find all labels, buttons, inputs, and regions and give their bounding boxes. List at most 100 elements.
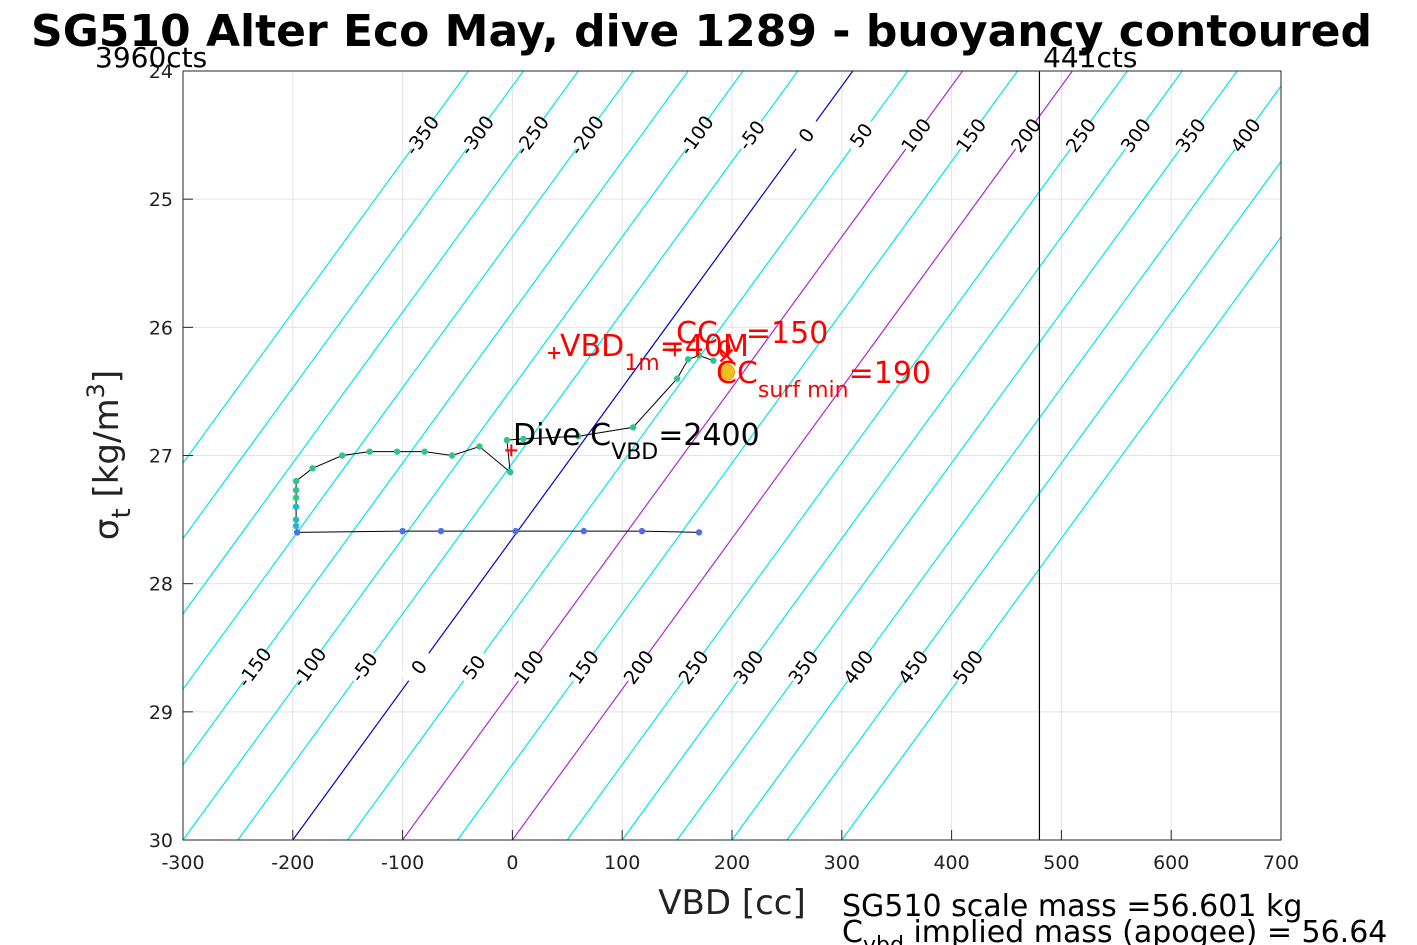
annotation-cc-surf-main: CC [716, 356, 758, 391]
contour-label-upper-bg [677, 114, 716, 156]
annotation-vbd-1m-main: VBD [560, 329, 624, 364]
y-tick-label: 26 [149, 317, 173, 339]
contour-label-upper-bg [512, 114, 551, 156]
series-point [292, 503, 300, 510]
series-point [421, 448, 428, 455]
annotation-vbd-1m: VBD1m=40M [560, 329, 749, 376]
marker-plus [505, 444, 518, 457]
series-point [638, 527, 646, 535]
series-point [399, 527, 406, 535]
series-point [293, 529, 301, 536]
contour-line [292, 71, 854, 840]
series-point [393, 448, 401, 455]
x-tick-label: 300 [824, 852, 860, 874]
series-line [295, 506, 298, 533]
x-tick-label: -100 [381, 852, 424, 874]
series-point [503, 436, 511, 444]
contour-label-lower-bg [454, 646, 493, 688]
contour-label-lower-bg [399, 646, 438, 688]
contour-label-lower-bg [619, 646, 658, 688]
x-tick-label: 100 [604, 852, 640, 874]
annotation-cc0-main: CC [676, 316, 718, 351]
counts-label-left: 3960cts [95, 41, 207, 74]
contour-line [786, 160, 1281, 840]
contour-label-lower-bg [674, 646, 713, 688]
series-point [575, 433, 582, 440]
series-point [309, 465, 316, 472]
contour-labels: -350 -300 -250 -200 -100 -50 0 50 100 150 200 250 30… [233, 112, 1265, 692]
contour-line [457, 71, 1018, 840]
series-point [292, 516, 300, 523]
contour-label-upper-bg [897, 114, 935, 156]
footer-implied-mass: Cvbd implied mass (apogee) = 56.64 [842, 915, 1387, 945]
buoyancy-contours [183, 71, 1281, 840]
contour-line [676, 71, 1238, 840]
x-tick-label: 600 [1153, 852, 1189, 874]
y-tick-label: 27 [149, 446, 173, 468]
y-tick-label: 28 [149, 574, 173, 596]
series-point [292, 522, 300, 530]
y-axis-label-sup: 3 [82, 383, 110, 398]
series-point [476, 443, 483, 450]
contour-line [566, 71, 1128, 840]
y-tick-label: 24 [149, 61, 173, 83]
contour-label-upper-bg [402, 114, 441, 156]
marker-plus [548, 346, 561, 359]
contour-label-lower-bg [839, 646, 877, 688]
contour-line [347, 71, 909, 840]
y-tick-label: 25 [149, 189, 173, 211]
annotation-cc-surf-sub: surf min [758, 378, 849, 403]
grid [183, 71, 1281, 840]
contour-label-upper-bg [1226, 114, 1265, 156]
footer-implied-mass-rest: implied mass (apogee) = 56.64 [904, 915, 1388, 945]
contour-label-upper-bg [842, 114, 880, 156]
x-tick-label: -300 [161, 852, 204, 874]
annotation-cc0: CC0 =150 [676, 316, 828, 363]
y-axis-label-text: σt [kg/m3] [82, 370, 137, 540]
contour-label-lower-bg [344, 646, 383, 688]
contour-label-lower-bg [729, 646, 768, 688]
series-point [684, 356, 692, 363]
contour-label-upper-bg [1006, 114, 1045, 156]
contour-line [731, 85, 1281, 840]
annotation-dive-value: =2400 [658, 418, 759, 453]
contour-label-lower-bg [893, 646, 932, 688]
contour-line [237, 71, 799, 840]
annotation-cc0-sub: 0 [718, 338, 732, 363]
annotation-dive-main: Dive C [513, 418, 611, 453]
contour-label-upper-bg [1171, 114, 1210, 156]
marker-circle [718, 363, 736, 381]
series-point [339, 452, 346, 459]
series-point [710, 357, 717, 364]
x-axis-label: VBD [cc] [658, 883, 806, 923]
y-axis-label: σt [kg/m3] [82, 370, 137, 540]
annotation-vbd-1m-value: =40M [660, 329, 749, 364]
series-point [695, 529, 703, 536]
contour-line [183, 71, 744, 840]
footer-scale-mass: SG510 scale mass =56.601 kg [842, 889, 1302, 924]
contour-line [402, 71, 964, 840]
chart-title: SG510 Alter Eco May, dive 1289 - buoyanc… [31, 6, 1372, 57]
x-tick-label: 700 [1263, 852, 1299, 874]
y-tick-label: 29 [149, 702, 173, 724]
series-point [673, 375, 681, 382]
series-point [629, 424, 637, 431]
contour-line [183, 71, 689, 766]
x-tick-label: 500 [1043, 852, 1079, 874]
contour-label-lower-bg [564, 646, 603, 688]
series-point [695, 352, 703, 359]
marker-cross [719, 348, 734, 363]
series-line [295, 354, 714, 507]
annotation-dive-cvbd: Dive CVBD=2400 [513, 418, 760, 465]
series-point [507, 468, 514, 476]
markers [505, 344, 736, 457]
contour-label-upper-bg [951, 114, 990, 156]
footer-implied-mass-sub: vbd [863, 933, 904, 945]
annotation-dive-sub: VBD [611, 440, 658, 465]
contour-label-lower-bg [235, 646, 273, 688]
axis-ticks: -300 -200 -100 0 100 200 300 400 500 600 700242526… [149, 61, 1299, 874]
x-tick-label: 0 [506, 852, 518, 874]
contour-line [511, 71, 1073, 840]
footer-implied-mass-prefix: C [842, 915, 863, 945]
